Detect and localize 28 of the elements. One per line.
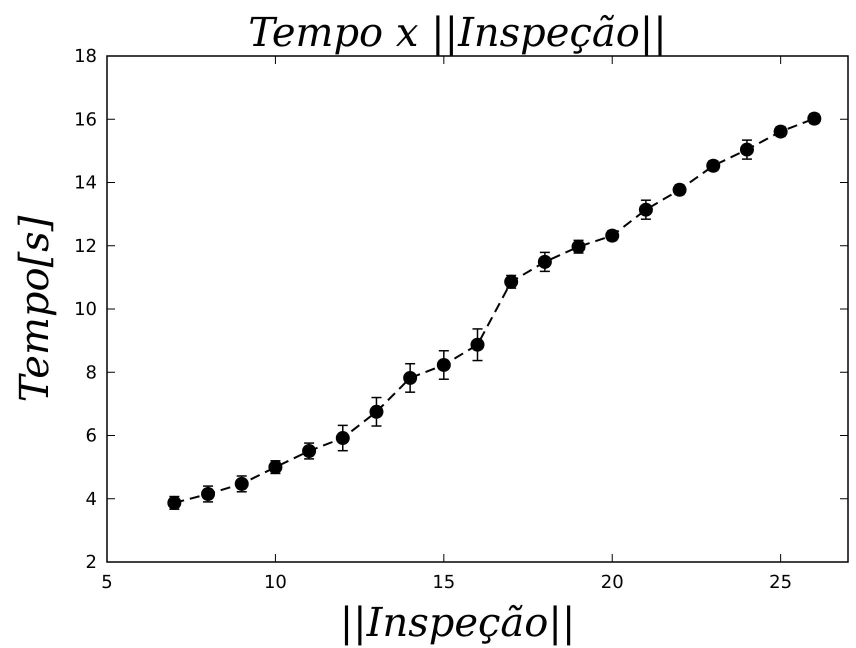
point	[436, 358, 451, 372]
point	[740, 142, 754, 157]
x-tick-label: 5	[101, 572, 113, 593]
y-tick-label: 16	[74, 109, 97, 130]
point	[605, 228, 620, 243]
point	[369, 404, 384, 419]
point	[470, 338, 484, 352]
y-tick-label: 4	[86, 488, 97, 510]
point	[807, 112, 822, 126]
x-tick-label: 20	[600, 572, 624, 593]
chart-title: Tempo x ||Inspeção||	[248, 10, 667, 56]
y-axis-title: Tempo[s]	[12, 215, 58, 402]
point	[706, 158, 720, 173]
x-axis-title: ||Inspeção||	[340, 600, 576, 646]
point	[638, 202, 653, 217]
y-tick-label: 2	[86, 552, 97, 573]
y-tick-label: 10	[74, 299, 97, 320]
y-tick-label: 8	[86, 362, 97, 384]
x-tick-label: 10	[264, 572, 287, 593]
x-tick-label: 15	[432, 572, 456, 593]
y-tick-label: 12	[74, 236, 97, 257]
point	[403, 370, 418, 385]
y-tick-label: 18	[74, 46, 97, 67]
x-tick-label: 25	[769, 572, 792, 593]
y-tick-label: 6	[86, 426, 97, 446]
point	[336, 431, 350, 446]
y-tick-label: 14	[74, 172, 97, 194]
point	[538, 254, 552, 269]
